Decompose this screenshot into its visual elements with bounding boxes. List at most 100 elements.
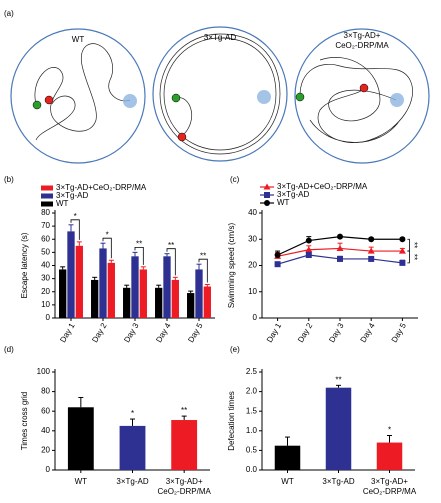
y-axis-label: Defecation times <box>227 391 236 451</box>
y-tick-label: 40 <box>41 261 50 270</box>
marker <box>368 236 375 243</box>
bar <box>59 269 67 318</box>
x-tick-label: 3×Tg-AD <box>322 477 354 486</box>
marker <box>399 236 406 243</box>
significance-label: ** <box>200 251 206 260</box>
x-tick-label: 3×Tg-AD+ CeO₂-DRP/MA <box>157 477 211 496</box>
marker <box>274 261 281 268</box>
start-point <box>295 92 305 102</box>
pool <box>10 28 146 164</box>
bar <box>91 279 99 318</box>
significance-label: * <box>106 230 109 239</box>
significance-label: * <box>388 426 391 435</box>
end-point <box>359 83 369 93</box>
marker <box>264 192 270 198</box>
bar <box>376 442 403 470</box>
marker <box>305 252 312 258</box>
swim-track <box>299 57 413 143</box>
bar <box>139 269 147 318</box>
significance-label: ** <box>136 239 142 248</box>
y-tick-label: 20 <box>248 261 257 270</box>
marker <box>398 247 406 254</box>
x-tick-label-line: 3×Tg-AD+ <box>371 477 408 486</box>
end-point <box>177 132 187 142</box>
legend-swatch <box>41 201 53 207</box>
bar <box>131 256 139 318</box>
bar <box>171 279 179 318</box>
y-tick-label: 80 <box>41 208 50 217</box>
x-tick-label: Day 3 <box>327 321 346 344</box>
x-tick-label-line: 3×Tg-AD+ <box>166 477 203 486</box>
marker <box>336 244 344 251</box>
platform <box>257 90 271 104</box>
y-tick-label: 0.0 <box>246 465 258 474</box>
marker <box>367 247 375 254</box>
y-tick-label: 60 <box>41 234 50 243</box>
y-axis-label: Escape latency (s) <box>20 232 29 298</box>
significance-bracket <box>102 237 112 259</box>
legend-label: 3×Tg-AD <box>56 191 88 200</box>
y-tick-label: 100 <box>37 367 51 376</box>
significance-label: ** <box>335 375 341 384</box>
pool-title-line: CeO₂-DRP/MA <box>335 41 389 50</box>
significance-bracket <box>407 250 410 264</box>
significance-bracket <box>166 248 176 276</box>
bar <box>274 445 301 470</box>
platform <box>123 94 137 108</box>
bar <box>325 387 352 470</box>
marker <box>368 255 375 262</box>
x-tick-label: Day 5 <box>390 321 409 344</box>
x-tick-label: Day 1 <box>58 321 77 344</box>
significance-label: * <box>74 212 77 221</box>
x-tick-label: Day 2 <box>296 321 315 344</box>
bar <box>67 407 94 470</box>
y-tick-label: 80 <box>41 387 50 396</box>
y-axis-label: Swimming speed (cm/s) <box>227 222 236 308</box>
legend-swatch <box>41 193 53 199</box>
y-tick-label: 0.5 <box>246 446 258 455</box>
legend-label: 3×Tg-AD <box>277 190 309 199</box>
marker <box>263 183 271 190</box>
pool-title: 3×Tg-AD <box>204 33 236 42</box>
y-tick-label: 20 <box>41 446 50 455</box>
pool <box>294 28 430 164</box>
significance-label: ** <box>181 406 187 415</box>
panel-label: (a) <box>4 9 14 18</box>
significance-label: ** <box>168 241 174 250</box>
y-tick-label: 0 <box>46 465 51 474</box>
bar <box>119 425 146 470</box>
significance-label: ** <box>409 254 418 260</box>
y-tick-label: 30 <box>248 234 257 243</box>
y-tick-label: 1.5 <box>246 406 258 415</box>
y-tick-label: 0 <box>46 313 51 322</box>
significance-label: ** <box>409 242 418 248</box>
marker <box>337 233 343 240</box>
legend-swatch <box>41 185 53 191</box>
y-tick-label: 0 <box>253 313 258 322</box>
x-tick-label: Day 2 <box>90 321 109 344</box>
start-point <box>171 93 181 103</box>
x-tick-label: Day 4 <box>359 321 378 344</box>
platform <box>390 93 404 107</box>
bar <box>163 256 171 318</box>
y-tick-label: 10 <box>248 287 257 296</box>
bar <box>171 420 198 470</box>
bar <box>155 287 163 318</box>
x-tick-label: WT <box>75 477 88 486</box>
y-tick-label: 2.0 <box>246 387 258 396</box>
y-tick-label: 30 <box>41 274 50 283</box>
x-tick-label: Day 4 <box>154 321 173 344</box>
bar <box>195 269 203 318</box>
end-point <box>44 95 54 105</box>
x-tick-label: Day 3 <box>122 321 141 344</box>
panel-label: (c) <box>230 175 240 184</box>
marker <box>337 255 343 262</box>
panel-label: (b) <box>4 175 14 184</box>
marker <box>399 259 406 266</box>
x-tick-label: 3×Tg-AD+ CeO₂-DRP/MA <box>363 477 417 496</box>
x-tick-label-line: CeO₂-DRP/MA <box>363 487 417 496</box>
bar <box>187 293 195 318</box>
x-tick-label: Day 5 <box>186 321 205 344</box>
y-tick-label: 20 <box>41 287 50 296</box>
